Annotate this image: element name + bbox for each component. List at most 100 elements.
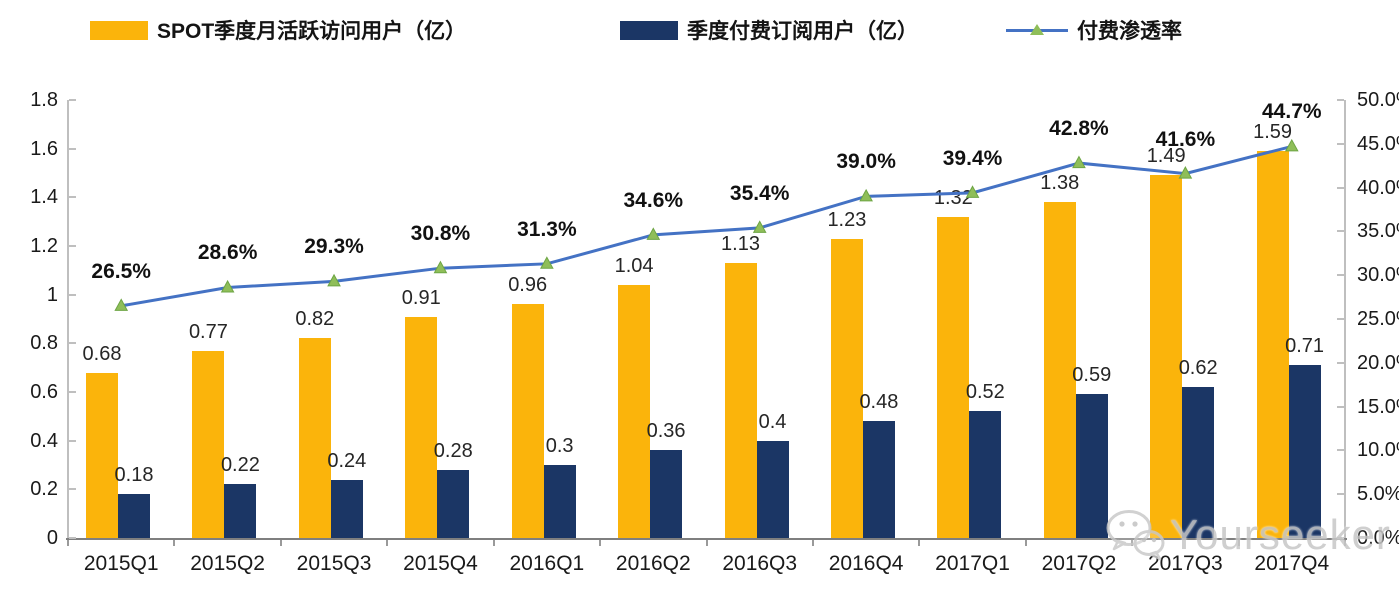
bar-mau-value-label: 0.77	[188, 320, 228, 343]
bar-subscribers	[437, 469, 470, 538]
subscribers-legend-swatch	[620, 20, 678, 40]
x-axis-tick	[279, 540, 282, 546]
x-axis-tick	[1237, 540, 1240, 546]
left-axis-tick-label: 1.6	[30, 137, 58, 160]
legend-item-mau: SPOT季度月活跃访问用户（亿）	[90, 14, 466, 46]
bar-mau-value-label: 1.32	[933, 186, 973, 209]
bar-subscribers-value-label: 0.59	[1072, 364, 1112, 387]
bar-subscribers-value-label: 0.18	[114, 464, 154, 487]
bar-mau	[1256, 151, 1289, 538]
left-axis-tick	[69, 147, 76, 150]
x-axis-category-label: 2017Q1	[935, 552, 1010, 575]
legend-item-penetration: 付费渗透率	[1006, 14, 1182, 46]
right-axis-tick-label: 0.0%	[1357, 527, 1399, 549]
bar-subscribers-value-label: 0.36	[646, 420, 686, 443]
left-axis-tick-label: 0	[46, 527, 58, 549]
bar-subscribers-value-label: 0.52	[965, 381, 1005, 404]
x-axis-line	[66, 538, 1347, 540]
right-axis-tick	[1337, 230, 1344, 233]
wechat-icon	[1106, 510, 1165, 561]
left-axis-tick-label: 1.4	[30, 186, 58, 209]
left-axis-tick	[69, 537, 76, 539]
bar-subscribers	[862, 421, 895, 538]
bar-mau	[1150, 175, 1183, 538]
bar-mau-value-label: 1.13	[721, 233, 760, 256]
bar-mau	[830, 238, 863, 538]
x-axis-tick	[599, 540, 602, 546]
bar-subscribers-value-label: 0.62	[1178, 357, 1218, 380]
bar-mau	[298, 338, 331, 538]
triangle-data-marker	[433, 260, 448, 274]
penetration-legend-label: 付费渗透率	[1077, 20, 1182, 43]
mau-legend-label: SPOT季度月活跃访问用户（亿）	[157, 20, 467, 43]
bar-mau	[511, 304, 544, 538]
x-axis-category-label: 2017Q2	[1041, 552, 1117, 575]
bar-mau	[937, 216, 970, 538]
right-axis-tick-label: 50.0%	[1357, 89, 1399, 111]
left-axis-tick-label: 0.8	[30, 332, 58, 355]
right-y-axis-line	[1344, 100, 1346, 538]
left-axis-tick	[69, 391, 76, 393]
bar-subscribers	[969, 411, 1002, 538]
bar-subscribers	[1182, 387, 1215, 538]
right-axis-tick	[1337, 449, 1344, 452]
right-axis-tick-label: 15.0%	[1357, 395, 1399, 418]
x-axis-category-label: 2015Q2	[190, 552, 265, 575]
right-axis-tick-label: 10.0%	[1357, 439, 1399, 462]
bar-mau	[1043, 202, 1076, 538]
x-axis-category-label: 2015Q1	[83, 552, 159, 575]
bar-mau	[724, 263, 757, 538]
right-axis-tick-label: 40.0%	[1357, 176, 1399, 199]
left-axis-tick	[69, 488, 76, 491]
bar-mau	[192, 350, 225, 538]
x-axis-tick	[1344, 540, 1346, 546]
left-axis-tick-label: 0.6	[30, 381, 58, 403]
triangle-data-marker	[540, 256, 554, 269]
left-axis-tick-label: 1	[46, 283, 58, 306]
triangle-data-marker	[646, 227, 661, 240]
bar-mau	[405, 316, 438, 538]
penetration-value-label: 39.4%	[942, 146, 1003, 170]
x-axis-category-label: 2016Q3	[722, 552, 798, 575]
x-axis-category-label: 2015Q4	[403, 552, 478, 575]
x-axis-category-label: 2017Q3	[1148, 552, 1223, 575]
penetration-value-label: 28.6%	[197, 241, 258, 265]
left-axis-tick	[69, 293, 76, 296]
bar-subscribers-value-label: 0.4	[758, 410, 787, 433]
bar-mau-value-label: 1.59	[1253, 121, 1293, 144]
bar-subscribers	[118, 494, 150, 538]
right-axis-tick	[1337, 186, 1344, 189]
bar-mau-value-label: 0.96	[508, 274, 548, 297]
x-axis-tick	[811, 540, 814, 546]
penetration-legend-marker	[1006, 24, 1068, 36]
x-axis-tick	[1024, 540, 1027, 546]
left-axis-tick	[69, 245, 76, 247]
right-axis-tick	[1337, 361, 1344, 364]
penetration-value-label: 26.5%	[91, 259, 151, 283]
penetration-value-label: 31.3%	[517, 217, 577, 241]
bar-subscribers	[756, 440, 789, 538]
bar-subscribers	[1288, 365, 1321, 538]
right-axis-tick	[1337, 405, 1344, 408]
triangle-data-marker	[327, 273, 341, 287]
penetration-value-label: 44.7%	[1262, 100, 1322, 124]
watermark: Yourseeker	[1104, 508, 1391, 562]
x-axis-tick	[386, 540, 389, 546]
right-axis-tick-label: 25.0%	[1357, 308, 1399, 330]
x-axis-category-label: 2016Q2	[615, 552, 691, 575]
right-axis-tick	[1337, 142, 1344, 145]
penetration-value-label: 42.8%	[1049, 117, 1109, 141]
bar-subscribers-value-label: 0.71	[1285, 335, 1325, 358]
triangle-marker-icon	[1030, 24, 1044, 35]
bar-mau-value-label: 0.91	[401, 286, 441, 309]
penetration-value-label: 35.4%	[729, 181, 790, 205]
left-axis-tick	[69, 439, 76, 442]
x-axis-tick	[705, 540, 708, 546]
right-axis-tick	[1337, 99, 1344, 101]
bar-subscribers	[330, 479, 363, 538]
penetration-value-label: 29.3%	[304, 235, 364, 259]
right-axis-tick-label: 5.0%	[1357, 483, 1399, 506]
bar-mau-value-label: 1.38	[1040, 172, 1080, 195]
triangle-data-marker	[752, 220, 767, 233]
right-axis-tick-label: 20.0%	[1357, 351, 1399, 374]
